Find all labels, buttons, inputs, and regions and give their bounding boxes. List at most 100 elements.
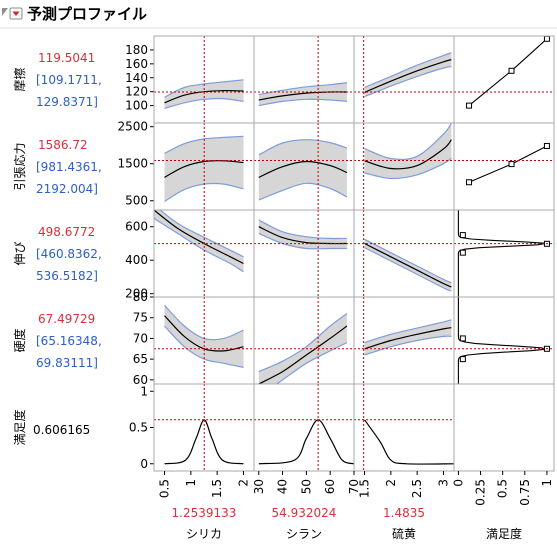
x-tick-label-2-3: 3: [436, 479, 450, 487]
cell-4-0: [154, 384, 254, 471]
y-tick-label-3-3: 75: [133, 311, 148, 325]
y-tick-label-0-3: 160: [125, 57, 148, 71]
cell-border-4-2: [353, 383, 455, 472]
ci-upper-line-2-1: [258, 219, 347, 240]
cell-1-2: [354, 123, 454, 210]
prediction-trace-1-1: [258, 160, 348, 178]
y-tick-label-4-2: 1: [140, 384, 148, 398]
cell-border-4-3: [453, 383, 555, 472]
ci-lower-line-3-0: [164, 325, 244, 368]
desirability-axis-label: 満足度: [486, 526, 522, 541]
x-tick-label-0-1: 1: [184, 479, 198, 487]
collapse-icon[interactable]: [2, 8, 8, 16]
confidence-band-2-1: [258, 220, 347, 249]
response-label-1: 引張応力: [13, 142, 27, 190]
x-tick-label-1-0: 30: [252, 479, 266, 494]
cell-1-1: [254, 123, 354, 210]
x-tick-label-2-2: 2.5: [410, 479, 424, 498]
response-ci-high-0: 129.8371]: [36, 95, 98, 109]
desirability-function-2: [457, 210, 547, 297]
desirability-handle-0-1: [508, 67, 515, 74]
response-ci-low-2: [460.8362,: [36, 247, 102, 261]
factor-label-0: シリカ: [186, 527, 222, 541]
ci-lower-line-1-1: [258, 182, 348, 201]
response-ci-high-1: 2192.004]: [36, 182, 98, 196]
prediction-trace-3-2: [364, 327, 452, 350]
cell-4-2: [354, 384, 454, 471]
desirability-handle-3-2: [459, 356, 466, 363]
x-tick-label-3-1: 0.25: [474, 479, 488, 506]
y-tick-label-3-2: 70: [133, 331, 148, 345]
x-tick-label-1-4: 70: [347, 479, 361, 494]
ci-upper-line-1-1: [258, 139, 348, 156]
y-tick-label-1-1: 1500: [117, 157, 148, 171]
cell-border-0-1: [253, 35, 355, 124]
confidence-band-1-1: [258, 139, 347, 200]
x-tick-label-3-0: 0: [451, 479, 465, 487]
prediction-trace-4-2: [364, 419, 454, 465]
prediction-trace-3-1: [258, 325, 348, 384]
desirability-function-0: [468, 38, 548, 107]
dropdown-red-triangle-icon[interactable]: [12, 11, 20, 17]
y-tick-label-0-4: 180: [125, 43, 148, 57]
factor-current-value-1: 54.932024: [272, 506, 337, 520]
ci-lower-line-0-1: [258, 98, 347, 107]
cell-1-3: [454, 142, 554, 186]
response-ci-low-1: [981.4361,: [36, 160, 102, 174]
response-ci-low-0: [109.1711,: [36, 73, 102, 87]
y-tick-label-4-1: 0.5: [129, 421, 148, 435]
response-ci-low-3: [65.16348,: [36, 334, 102, 348]
x-tick-label-0-2: 1.5: [210, 479, 224, 498]
prediction-trace-0-1: [258, 91, 347, 101]
cell-3-1: [254, 297, 354, 384]
x-tick-label-0-3: 2: [236, 479, 250, 487]
x-tick-label-1-3: 60: [323, 479, 337, 494]
cell-2-3: [454, 210, 554, 297]
desirability-handle-0-0: [466, 102, 473, 109]
y-tick-label-0-0: 100: [125, 99, 148, 113]
x-tick-label-3-4: 1: [540, 479, 554, 487]
ci-upper-line-3-1: [258, 313, 348, 373]
cell-1-0: [154, 123, 254, 210]
confidence-band-0-1: [258, 82, 347, 106]
y-tick-label-0-1: 120: [125, 85, 148, 99]
ci-lower-line-3-1: [275, 342, 348, 384]
y-tick-label-0-2: 140: [125, 71, 148, 85]
desirability-handle-1-1: [508, 161, 515, 168]
y-tick-label-3-4: 80: [133, 290, 148, 304]
cell-3-2: [354, 297, 454, 384]
cell-2-0: [154, 210, 254, 297]
desirability-function-3: [457, 297, 547, 384]
desirability-handle-1-0: [466, 179, 473, 186]
y-tick-label-1-2: 2500: [117, 120, 148, 134]
cell-4-1: [254, 384, 354, 471]
desirability-handle-1-2: [543, 142, 550, 149]
desirability-handle-3-0: [459, 335, 466, 342]
response-ci-high-3: 69.83111]: [36, 356, 98, 370]
x-tick-label-1-2: 50: [299, 479, 313, 494]
response-label-4: 満足度: [12, 409, 27, 445]
y-tick-label-2-2: 600: [125, 220, 148, 234]
prediction-trace-4-0: [164, 419, 244, 465]
menu-button[interactable]: [9, 7, 23, 20]
response-ci-high-2: 536.5182]: [36, 269, 98, 283]
cell-border-1-3: [453, 122, 555, 211]
desirability-handle-0-2: [543, 36, 550, 42]
factor-current-value-0: 1.2539133: [172, 506, 237, 520]
desirability-function-1: [468, 145, 548, 183]
cell-0-0: [154, 36, 254, 123]
response-value-2: 498.6772: [38, 225, 95, 239]
x-tick-label-2-0: 1.5: [358, 479, 372, 498]
ci-upper-line-0-2: [364, 52, 452, 89]
cell-0-3: [454, 36, 554, 109]
ci-upper-line-2-2: [364, 238, 452, 284]
y-tick-label-2-0: 200: [125, 287, 148, 301]
y-tick-label-4-0: 0: [140, 457, 148, 471]
confidence-band-3-2: [364, 319, 452, 355]
prediction-trace-2-2: [364, 242, 452, 288]
confidence-band-0-0: [164, 79, 244, 109]
prediction-trace-1-2: [364, 139, 452, 170]
